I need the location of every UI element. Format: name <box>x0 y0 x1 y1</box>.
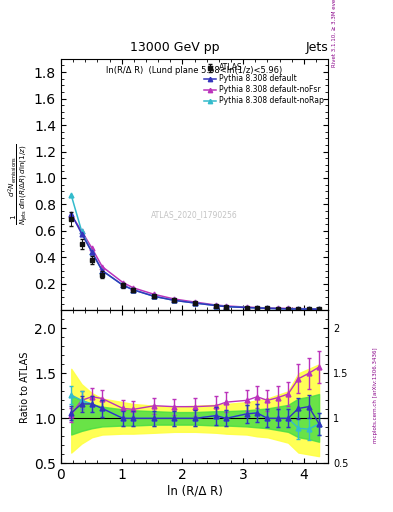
Pythia 8.308 default <box>275 306 280 312</box>
Pythia 8.308 default-noRap <box>317 306 321 312</box>
Pythia 8.308 default-noFsr <box>79 228 84 234</box>
Pythia 8.308 default <box>69 210 73 217</box>
Pythia 8.308 default <box>296 306 301 312</box>
Pythia 8.308 default-noFsr <box>317 306 321 312</box>
Pythia 8.308 default <box>172 297 177 304</box>
Pythia 8.308 default-noFsr <box>224 303 228 309</box>
Pythia 8.308 default-noFsr <box>152 291 157 297</box>
Text: ln(R/Δ R)  (Lund plane 5.68<ln(1/z)<5.96): ln(R/Δ R) (Lund plane 5.68<ln(1/z)<5.96) <box>107 67 283 75</box>
Pythia 8.308 default <box>131 287 136 293</box>
Text: ATLAS_2020_I1790256: ATLAS_2020_I1790256 <box>151 210 238 219</box>
Pythia 8.308 default <box>255 305 259 311</box>
Pythia 8.308 default-noRap <box>244 305 249 311</box>
Pythia 8.308 default-noRap <box>121 282 125 288</box>
Pythia 8.308 default <box>213 303 218 309</box>
Pythia 8.308 default-noRap <box>286 306 290 312</box>
Pythia 8.308 default-noRap <box>275 306 280 312</box>
Pythia 8.308 default-noFsr <box>275 305 280 311</box>
Pythia 8.308 default-noRap <box>131 287 136 293</box>
Pythia 8.308 default-noFsr <box>255 305 259 311</box>
Pythia 8.308 default <box>193 300 198 306</box>
Pythia 8.308 default-noRap <box>307 306 311 312</box>
Pythia 8.308 default-noFsr <box>244 304 249 310</box>
Pythia 8.308 default-noFsr <box>296 306 301 312</box>
Pythia 8.308 default <box>224 304 228 310</box>
Pythia 8.308 default-noRap <box>69 192 73 198</box>
Pythia 8.308 default-noFsr <box>90 245 94 251</box>
Pythia 8.308 default-noRap <box>172 297 177 304</box>
Pythia 8.308 default <box>244 305 249 311</box>
Text: 13000 GeV pp: 13000 GeV pp <box>130 41 220 54</box>
Pythia 8.308 default-noRap <box>265 305 270 311</box>
Pythia 8.308 default-noFsr <box>193 299 198 305</box>
Pythia 8.308 default-noRap <box>100 268 105 274</box>
Text: mcplots.cern.ch [arXiv:1306.3436]: mcplots.cern.ch [arXiv:1306.3436] <box>373 347 378 443</box>
X-axis label: ln (R/Δ R): ln (R/Δ R) <box>167 485 222 498</box>
Pythia 8.308 default-noFsr <box>121 280 125 286</box>
Pythia 8.308 default-noRap <box>152 293 157 300</box>
Pythia 8.308 default <box>152 293 157 300</box>
Pythia 8.308 default-noFsr <box>100 264 105 270</box>
Y-axis label: $\frac{1}{N_\mathrm{jets}}\frac{d^2 N_\mathrm{emissions}}{d\ln(R/\Delta R)\,d\ln: $\frac{1}{N_\mathrm{jets}}\frac{d^2 N_\m… <box>6 144 30 225</box>
Line: Pythia 8.308 default-noRap: Pythia 8.308 default-noRap <box>69 193 321 312</box>
Pythia 8.308 default <box>90 249 94 255</box>
Pythia 8.308 default <box>121 282 125 288</box>
Pythia 8.308 default <box>286 306 290 312</box>
Pythia 8.308 default-noFsr <box>131 285 136 291</box>
Pythia 8.308 default-noRap <box>213 303 218 309</box>
Pythia 8.308 default <box>79 230 84 237</box>
Pythia 8.308 default-noRap <box>255 305 259 311</box>
Line: Pythia 8.308 default: Pythia 8.308 default <box>69 211 321 312</box>
Pythia 8.308 default-noRap <box>224 304 228 310</box>
Pythia 8.308 default <box>265 305 270 311</box>
Pythia 8.308 default-noFsr <box>286 305 290 311</box>
Pythia 8.308 default-noFsr <box>213 302 218 308</box>
Pythia 8.308 default-noFsr <box>172 296 177 302</box>
Pythia 8.308 default-noRap <box>296 306 301 312</box>
Pythia 8.308 default-noFsr <box>265 305 270 311</box>
Legend: ATLAS, Pythia 8.308 default, Pythia 8.308 default-noFsr, Pythia 8.308 default-no: ATLAS, Pythia 8.308 default, Pythia 8.30… <box>201 60 327 108</box>
Pythia 8.308 default <box>317 306 321 312</box>
Pythia 8.308 default <box>100 268 105 274</box>
Y-axis label: Ratio to ATLAS: Ratio to ATLAS <box>20 351 30 422</box>
Pythia 8.308 default-noRap <box>193 300 198 306</box>
Pythia 8.308 default-noFsr <box>69 212 73 218</box>
Text: Jets: Jets <box>305 41 328 54</box>
Pythia 8.308 default-noFsr <box>307 306 311 312</box>
Line: Pythia 8.308 default-noFsr: Pythia 8.308 default-noFsr <box>69 212 321 311</box>
Pythia 8.308 default-noRap <box>90 249 94 255</box>
Pythia 8.308 default-noRap <box>79 228 84 234</box>
Text: Rivet 3.1.10, ≥ 3.3M events: Rivet 3.1.10, ≥ 3.3M events <box>332 0 337 67</box>
Pythia 8.308 default <box>307 306 311 312</box>
